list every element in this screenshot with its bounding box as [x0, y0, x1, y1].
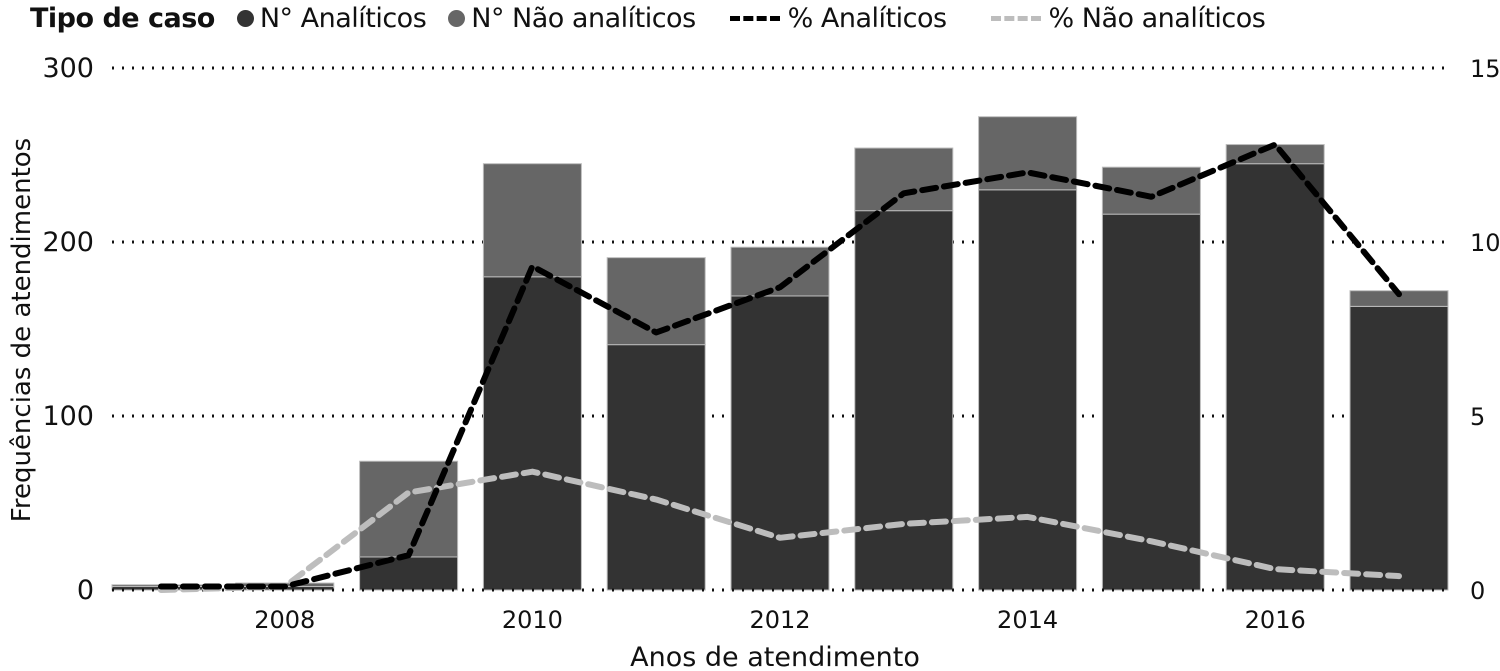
bar-nao-analiticos-2013 — [854, 147, 954, 212]
legend-dash-icon — [729, 15, 780, 21]
x-tick-label: 2008 — [254, 606, 315, 634]
x-tick-label: 2016 — [1245, 606, 1306, 634]
legend-label: % Analíticos — [787, 2, 947, 34]
legend-label: N° Analíticos — [259, 2, 427, 34]
bar-nao-analiticos-2011 — [606, 257, 706, 346]
legend: Tipo de caso N° Analíticos N° Não analít… — [30, 0, 1287, 36]
lines — [158, 141, 1402, 593]
legend-title: Tipo de caso — [30, 2, 215, 34]
bar-analiticos-2009 — [359, 556, 459, 591]
x-axis-title: Anos de atendimento — [630, 642, 920, 671]
x-tick-label: 2010 — [502, 606, 563, 634]
y2-tick-label: 10 — [1470, 229, 1500, 257]
bar-analiticos-2013 — [854, 210, 954, 591]
x-tick-label: 2014 — [997, 606, 1058, 634]
y-tick-label: 200 — [42, 227, 94, 258]
y2-tick-label: 15 — [1470, 55, 1500, 83]
legend-dot-icon — [236, 9, 254, 27]
legend-dash-icon — [990, 15, 1041, 21]
y2-tick-label: 5 — [1470, 403, 1485, 431]
legend-item-pct-nao-analiticos: % Não analíticos — [990, 2, 1266, 34]
y2-tick-label: 0 — [1470, 577, 1485, 605]
bar-analiticos-2010 — [482, 276, 582, 591]
legend-item-n-analiticos: N° Analíticos — [236, 2, 427, 34]
legend-label: % Não analíticos — [1048, 2, 1266, 34]
x-tick-label: 2012 — [749, 606, 810, 634]
legend-item-n-nao-analiticos: N° Não analíticos — [448, 2, 696, 34]
x-axis: 2008 2010 2012 2014 2016 — [112, 588, 1450, 634]
legend-item-pct-analiticos: % Analíticos — [729, 2, 947, 34]
bar-analiticos-2014 — [978, 189, 1078, 591]
y-tick-label: 300 — [42, 53, 94, 84]
y-axis-left: 0 100 200 300 — [42, 53, 94, 606]
y-tick-label: 100 — [42, 401, 94, 432]
legend-dot-icon — [448, 9, 466, 27]
legend-label: N° Não analíticos — [471, 2, 696, 34]
bar-analiticos-2016 — [1225, 163, 1325, 591]
bar-analiticos-2017 — [1349, 305, 1449, 591]
bar-analiticos-2011 — [606, 344, 706, 591]
y-tick-label: 0 — [77, 575, 94, 606]
bar-nao-analiticos-2010 — [482, 163, 582, 278]
bars — [111, 116, 1449, 591]
y-axis-title: Frequências de atendimentos — [7, 138, 37, 522]
bar-nao-analiticos-2009 — [359, 460, 459, 558]
bar-analiticos-2012 — [730, 295, 830, 591]
y-axis-right: 0 5 10 15 — [1470, 55, 1500, 605]
